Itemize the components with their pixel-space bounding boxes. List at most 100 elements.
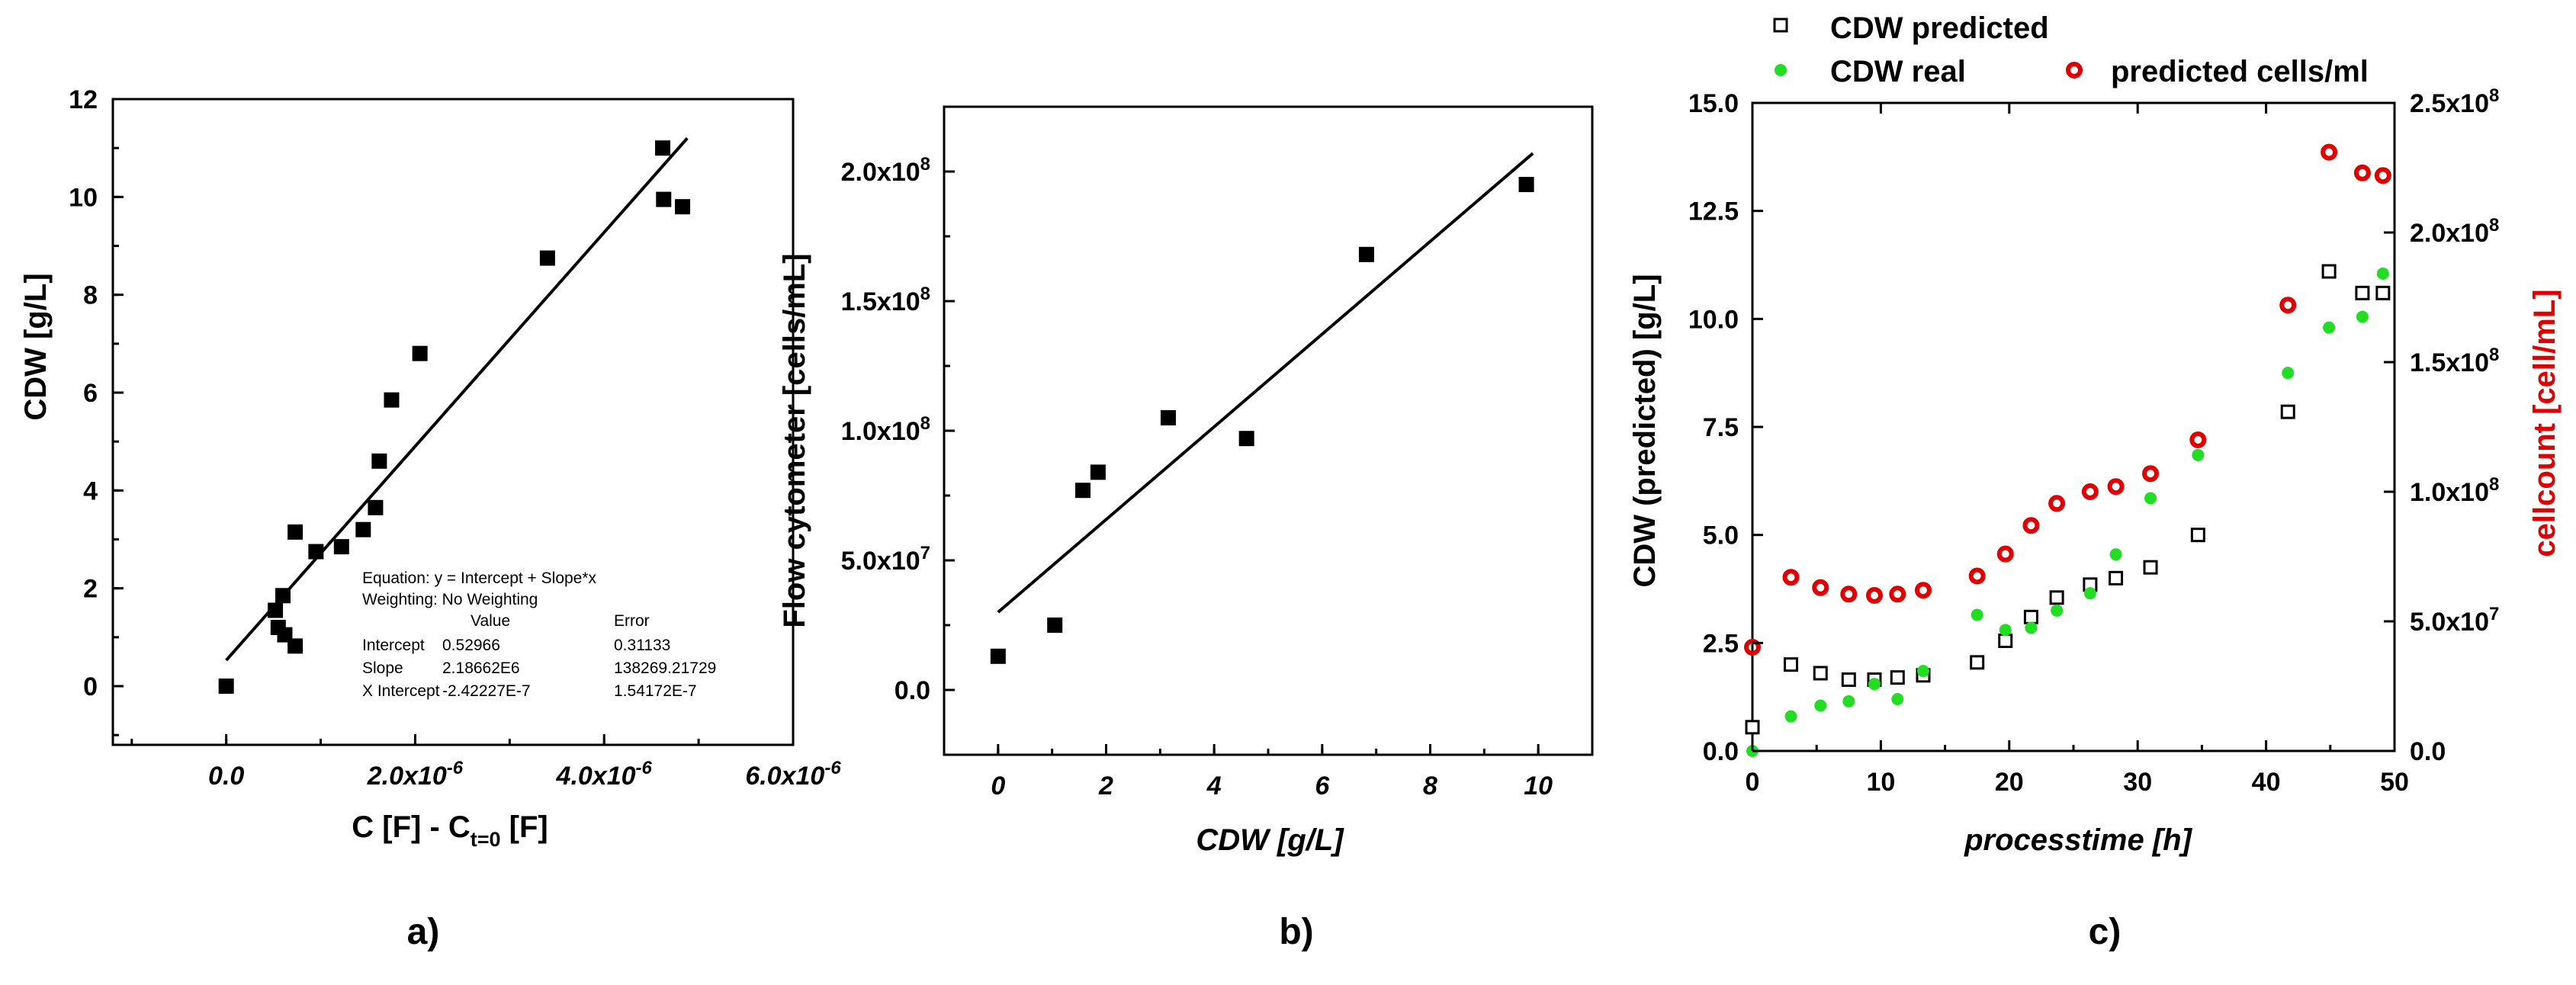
chart-c-ytick-right-label-base: 1.0x10 [2410,478,2489,507]
chart-b-axis-box [943,105,1594,756]
chart-c-point-cdw-predicted [2355,285,2370,300]
chart-a-fit-row-name: Slope [362,659,403,677]
chart-a-point [384,392,400,408]
chart-b-ytick-label-exp: 8 [920,154,930,175]
chart-c-point-predicted-cells [1812,579,1829,596]
chart-b-ytick-label-exp: 7 [920,543,930,563]
chart-b-xtick-label: 0 [991,772,1005,801]
chart-a-xlabel-tail: [F] [501,810,548,844]
chart-a-point [368,499,384,515]
chart-b-xtick-label-base: 0 [991,772,1005,801]
chart-a-fit-table: Equation: y = Intercept + Slope*x Weight… [362,570,716,700]
chart-c-ytick-label: 10.0 [1688,305,1739,334]
chart-a-ytick-label: 4 [83,476,98,505]
chart-c-point-cdw-real [2376,267,2389,280]
chart-a-point [333,539,349,555]
chart-a-xtick-label-base: 2.0x10 [367,762,447,791]
chart-a-xtick-label-base: 0.0 [208,762,244,791]
chart-c-xtick-label-base: 30 [2123,768,2152,797]
chart-b-xtick-label: 10 [1524,772,1553,801]
chart-c-ytick-label-base: 10.0 [1688,305,1739,334]
chart-b-xtick-label: 6 [1315,772,1330,801]
chart-c-point-cdw-real [2323,321,2336,334]
chart-b-ytick-label: 1.5x108 [841,284,930,316]
chart-a-panel-label: a) [407,912,440,952]
chart-c-point-predicted-cells [2107,478,2125,496]
chart-b-point [990,648,1006,664]
chart-a-point [656,191,672,207]
chart-c-point-cdw-real [2192,448,2205,461]
chart-a-fit-segment [225,136,689,662]
chart-c-point-predicted-cells [2081,483,2099,500]
chart-c-axis-box [1751,101,2396,752]
chart-a-xtick-label: 6.0x10-6 [745,758,841,791]
chart-a-xtick-label: 4.0x10-6 [556,758,653,791]
chart-c-point-predicted-cells [2279,297,2297,314]
chart-b-point [1160,410,1176,425]
chart-c-point-predicted-cells [2048,495,2066,512]
chart-c-ylabel: CDW (predicted) [g/L] [1628,274,1662,587]
chart-c-xtick-label-base: 20 [1995,768,2024,797]
chart-b-xtick-label-base: 2 [1098,772,1113,801]
chart-c-ytick-label-base: 5.0 [1703,521,1739,550]
legend-label-cdw-predicted: CDW predicted [1830,11,2049,45]
chart-c-point-predicted-cells [1840,586,1858,603]
chart-b-point [1075,483,1091,499]
chart-c-point-predicted-cells [1744,639,1761,656]
chart-a-xtick-label-base: 6.0x10 [745,762,824,791]
chart-a-xtick-label: 0.0 [208,762,244,791]
chart-b-point [1047,618,1063,633]
chart-b-xtick-label-base: 10 [1524,772,1553,801]
chart-c-point-cdw-predicted [1813,666,1828,681]
chart-c-ytick-label-base: 7.5 [1703,413,1739,442]
chart-c-point-predicted-cells [1865,587,1883,604]
legend-marker-cdw-predicted [1773,18,1788,33]
chart-a-fit-col-error: Error [614,612,650,630]
chart-c-point-cdw-real [2025,621,2038,634]
chart-a-fit-row-error: 138269.21729 [614,659,716,677]
chart-c-ytick-label: 7.5 [1703,413,1739,442]
chart-c-point-cdw-real [1916,665,1929,678]
chart-a-point [371,453,387,469]
chart-b-point [1238,431,1254,447]
chart-c-point-cdw-predicted [1890,670,1905,685]
chart-a-ytick-label: 12 [69,85,98,114]
chart-c-point-cdw-predicted [1998,634,2013,648]
chart-a-fit-col-value: Value [471,612,510,630]
chart-c-xtick-label: 30 [2123,768,2152,797]
chart-a-xtick-label-base: 4.0x10 [556,762,636,791]
chart-a-fit-equation: Equation: y = Intercept + Slope*x [362,570,597,587]
chart-c-xtick-label-base: 10 [1866,768,1895,797]
chart-a-xlabel-main: C [F] - C [352,810,471,844]
chart-c-ytick-right-label-exp: 7 [2489,604,2499,624]
chart-a-xtick-label: 2.0x10-6 [367,758,464,791]
chart-a-point [275,588,291,604]
chart-c-point-predicted-cells [2374,167,2391,184]
chart-c-ytick-right-label-base: 5.0x10 [2410,608,2489,637]
chart-c-ytick-right-label: 1.0x108 [2410,474,2499,507]
chart-c-point-cdw-real [2282,367,2295,380]
chart-c-xtick-label: 10 [1866,768,1895,797]
legend-marker-cdw-real [1775,64,1787,76]
chart-a-point [412,345,428,361]
chart-c-xtick-label: 20 [1995,768,2024,797]
legend-label-cdw-real: CDW real [1830,55,1966,88]
chart-c-ytick-label: 0.0 [1703,737,1739,766]
chart-b-ytick-label-base: 0.0 [895,676,930,705]
chart-a-fit-row-name: X Intercept [362,682,440,700]
chart-c-point-predicted-cells [2353,164,2371,181]
chart-c-point-predicted-cells [1968,567,1986,585]
chart-c-point-predicted-cells [2022,517,2040,534]
chart-b-xtick-label-base: 6 [1315,772,1330,801]
chart-c-xtick-label-base: 40 [2252,768,2281,797]
chart-c-point-cdw-real [1842,695,1855,707]
legend-marker-predicted-cells [2066,62,2083,79]
chart-c-point-cdw-real [2051,604,2064,617]
chart-c-point-cdw-real [1999,624,2012,637]
chart-b-ytick-label-exp: 8 [920,413,930,434]
chart-c-frame [1751,101,2396,752]
chart-b-xtick-label: 8 [1423,772,1437,801]
chart-b-ytick-label-exp: 8 [920,284,930,304]
